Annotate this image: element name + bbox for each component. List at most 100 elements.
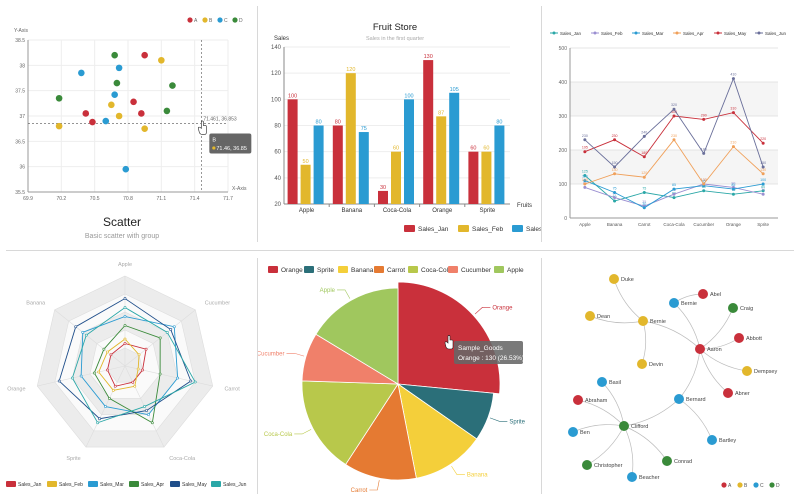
pie-legend-swatch-banana bbox=[338, 266, 348, 273]
radar-legend-label-sales-jun: Sales_Jun bbox=[223, 482, 247, 488]
pie-legend-swatch-apple bbox=[494, 266, 504, 273]
graph-node-abner bbox=[723, 388, 733, 398]
scatter-legend-dot-d bbox=[232, 17, 238, 23]
bar-y-tick-label: 20 bbox=[274, 202, 281, 208]
radar-indicator-label-coca-cola: Coca-Cola bbox=[169, 456, 196, 462]
bar-legend-swatch-sales-feb bbox=[458, 225, 469, 232]
graph-edge bbox=[623, 425, 634, 478]
bar-value-label: 105 bbox=[450, 87, 459, 93]
line-point-sales-jun bbox=[702, 151, 706, 155]
line-point-sales-jan bbox=[583, 174, 587, 177]
line-value-label: 70 bbox=[761, 188, 765, 192]
radar-legend-label-sales-mar: Sales_Mar bbox=[100, 482, 124, 488]
line-value-label: 190 bbox=[701, 147, 707, 151]
graph-legend-label-a: A bbox=[728, 483, 732, 489]
radar-series-sales-apr bbox=[93, 324, 161, 424]
pie-legend-label-cucumber: Cucumber bbox=[461, 267, 492, 274]
radar-legend-label-sales-jan: Sales_Jan bbox=[18, 482, 42, 488]
bar-sales-jan-coca-cola bbox=[378, 190, 388, 204]
bar-sales-mar-apple bbox=[313, 125, 324, 204]
scatter-subtitle: Basic scatter with group bbox=[85, 233, 159, 240]
line-point-sales-apr bbox=[731, 145, 735, 149]
line-point-sales-apr bbox=[642, 175, 646, 179]
radar-point-sales-feb bbox=[123, 337, 127, 341]
graph-node-label-aaron: Aaron bbox=[707, 347, 722, 353]
line-legend-dot-sales-may bbox=[716, 31, 720, 35]
radar-point-sales-apr bbox=[102, 347, 106, 351]
scatter-point-c bbox=[111, 91, 118, 99]
bar-legend-swatch-sales-mar bbox=[512, 225, 523, 232]
graph-edge bbox=[673, 302, 701, 350]
radar-panel: Apple Cucumber Carrot Coca-Cola Sprite Orange… bbox=[0, 251, 257, 500]
pointer-cursor-shape bbox=[198, 120, 207, 135]
line-point-sales-feb bbox=[583, 185, 587, 189]
line-point-sales-may bbox=[642, 155, 646, 159]
line-point-sales-apr bbox=[702, 182, 706, 186]
bar-value-label: 130 bbox=[424, 54, 433, 60]
bar-y-tick-label: 60 bbox=[274, 150, 281, 156]
scatter-legend-dot-a bbox=[187, 17, 193, 23]
graph-legend-dot-a bbox=[721, 482, 727, 488]
graph-edge bbox=[699, 307, 734, 350]
graph-edge bbox=[699, 348, 729, 394]
bar-category-label-orange: Orange bbox=[432, 208, 453, 214]
line-point-sales-jun bbox=[731, 77, 735, 81]
scatter-legend-dot-c bbox=[217, 17, 223, 23]
graph-node-label-dean: Dean bbox=[597, 314, 610, 320]
line-value-label: 130 bbox=[760, 168, 766, 172]
radar-series-sales-jan bbox=[106, 343, 147, 387]
radar-point-sales-mar bbox=[147, 413, 150, 417]
scatter-point-c bbox=[78, 69, 85, 77]
graph-node-aaron bbox=[695, 344, 705, 354]
radar-point-sales-feb bbox=[97, 370, 101, 374]
bar-value-label: 75 bbox=[361, 126, 367, 132]
scatter-tooltip-series: B bbox=[212, 137, 216, 143]
line-legend-dot-sales-jan bbox=[552, 31, 556, 35]
separator-vertical-2 bbox=[541, 6, 542, 242]
scatter-point-c bbox=[115, 64, 123, 72]
graph-legend-label-c: C bbox=[760, 483, 764, 489]
radar-point-sales-jan bbox=[109, 353, 113, 357]
bar-sales-mar-banana bbox=[358, 132, 369, 204]
radar-indicator-label-apple: Apple bbox=[118, 262, 132, 268]
line-point-sales-jan bbox=[702, 189, 706, 193]
radar-point-sales-may bbox=[57, 379, 61, 383]
pie-legend-swatch-sprite bbox=[304, 266, 314, 273]
pie-legend-swatch-coca-cola bbox=[408, 266, 418, 273]
graph-node-bernie bbox=[669, 298, 679, 308]
scatter-point-c bbox=[122, 165, 130, 173]
pie-legend-label-sprite: Sprite bbox=[317, 267, 334, 274]
line-category-label-coca-cola: Coca-Cola bbox=[663, 222, 685, 227]
line-legend-dot-sales-mar bbox=[634, 31, 638, 35]
radar-point-sales-may bbox=[98, 417, 102, 421]
scatter-legend-label-b: B bbox=[209, 18, 213, 24]
radar-point-sales-apr bbox=[107, 397, 111, 400]
pie-legend-swatch-cucumber bbox=[448, 266, 458, 273]
graph-node-label-bartley: Bartley bbox=[719, 438, 736, 444]
line-value-label: 210 bbox=[730, 141, 736, 145]
radar-point-sales-may bbox=[169, 328, 173, 331]
line-value-label: 75 bbox=[613, 187, 617, 191]
pie-tooltip-value: Orange : 130 (26.53%) bbox=[458, 355, 524, 362]
graph-node-craig bbox=[728, 303, 738, 313]
graph-node-devin bbox=[637, 359, 647, 369]
radar-point-sales-mar bbox=[81, 330, 85, 334]
graph-node-label-abraham: Abraham bbox=[585, 398, 608, 404]
graph-node-dempsey bbox=[742, 366, 752, 376]
graph-legend-label-d: D bbox=[776, 483, 780, 489]
line-point-sales-jan bbox=[731, 192, 735, 196]
scatter-x-tick-label: 71.7 bbox=[223, 196, 233, 202]
line-point-sales-mar bbox=[642, 206, 646, 210]
radar-point-sales-mar bbox=[176, 376, 180, 380]
radar-point-sales-jan bbox=[141, 368, 144, 372]
scatter-tooltip-value: 71.46, 36.85 bbox=[216, 146, 247, 152]
graph-node-label-duke: Duke bbox=[621, 277, 634, 283]
graph-node-beacher bbox=[627, 472, 637, 482]
pie-label-line bbox=[489, 417, 508, 422]
graph-legend-dot-c bbox=[753, 482, 759, 488]
graph-node-bartley bbox=[707, 435, 717, 445]
pie-slice-banana bbox=[397, 383, 478, 479]
line-point-sales-may bbox=[613, 138, 617, 142]
line-value-label: 320 bbox=[671, 103, 677, 107]
bar-value-label: 30 bbox=[380, 185, 386, 191]
